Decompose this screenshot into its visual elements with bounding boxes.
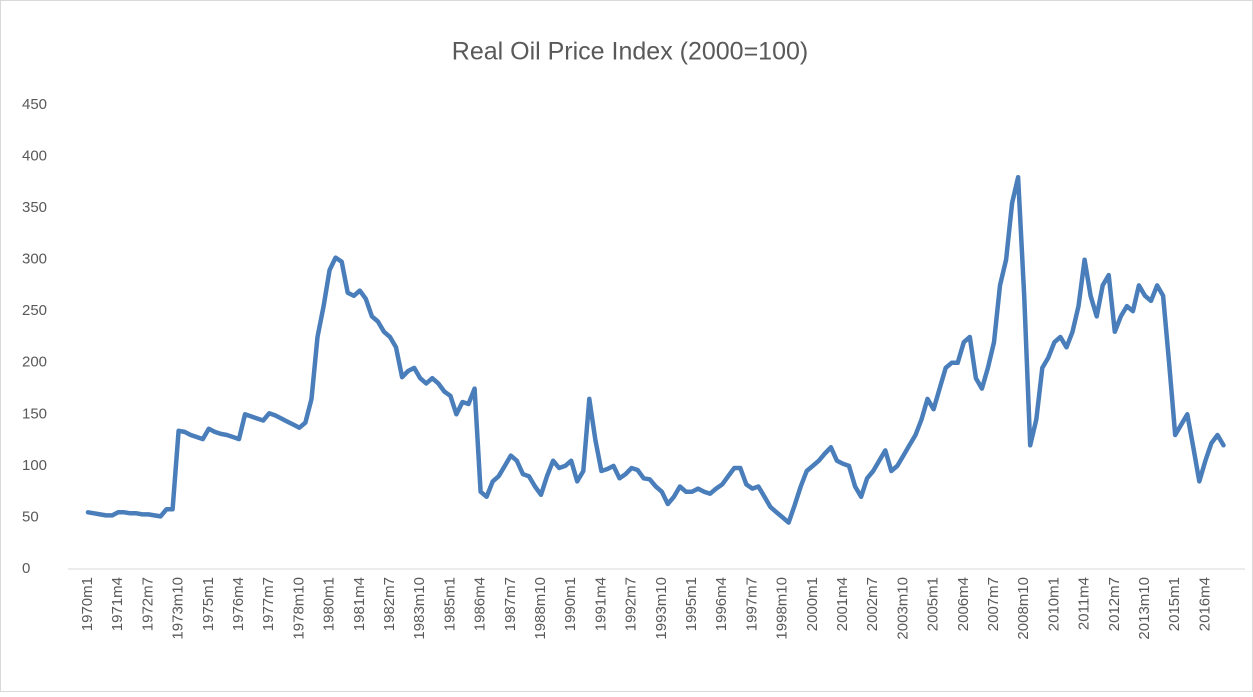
x-tick-label: 1983m10 (411, 577, 428, 640)
y-tick-label: 100 (22, 457, 47, 474)
x-tick-label: 1993m10 (653, 577, 670, 640)
x-tick-label: 2003m10 (894, 577, 911, 640)
x-tick-label: 1980m1 (321, 577, 338, 631)
y-tick-label: 150 (22, 405, 47, 422)
x-tick-label: 1985m1 (441, 577, 458, 631)
y-tick-label: 400 (22, 148, 47, 165)
y-tick-label: 250 (22, 302, 47, 319)
x-tick-label: 1976m4 (230, 577, 247, 631)
y-tick-label: 300 (22, 251, 47, 268)
x-tick-label: 2013m10 (1136, 577, 1153, 640)
x-tick-label: 1981m4 (351, 577, 368, 631)
chart-title: Real Oil Price Index (2000=100) (452, 38, 808, 66)
x-tick-label: 2011m4 (1076, 577, 1093, 630)
x-tick-label: 1982m7 (381, 577, 398, 631)
x-tick-label: 2001m4 (834, 577, 851, 631)
x-tick-label: 2012m7 (1106, 577, 1123, 631)
x-tick-label: 1986m4 (472, 577, 489, 631)
x-tick-label: 2010m1 (1045, 577, 1062, 631)
y-tick-label: 50 (22, 508, 39, 525)
x-tick-label: 1997m7 (743, 577, 760, 631)
x-tick-label: 1988m10 (532, 577, 549, 640)
x-tick-label: 1971m4 (109, 577, 126, 631)
x-tick-label: 1975m1 (200, 577, 217, 631)
price-line (85, 174, 1226, 525)
x-tick-label: 1973m10 (170, 577, 187, 640)
x-tick-label: 2008m10 (1015, 577, 1032, 640)
x-tick-label: 1998m10 (774, 577, 791, 640)
x-tick-label: 1992m7 (623, 577, 640, 631)
x-tick-label: 2007m7 (985, 577, 1002, 631)
x-tick-label: 1978m10 (290, 577, 307, 640)
x-tick-label: 2000m1 (804, 577, 821, 631)
x-tick-label: 1991m4 (592, 577, 609, 631)
y-tick-label: 200 (22, 354, 47, 371)
x-tick-label: 2016m4 (1196, 577, 1213, 631)
x-tick-label: 1972m7 (139, 577, 156, 631)
x-tick-label: 1996m4 (713, 577, 730, 631)
x-tick-label: 1995m1 (683, 577, 700, 631)
x-tick-label: 1977m7 (260, 577, 277, 631)
y-tick-label: 0 (22, 560, 30, 577)
y-tick-label: 350 (22, 199, 47, 216)
x-tick-label: 2015m1 (1166, 577, 1183, 631)
x-tick-label: 2005m1 (925, 577, 942, 631)
x-tick-label: 2006m4 (955, 577, 972, 631)
x-tick-label: 1970m1 (79, 577, 96, 631)
x-tick-label: 1990m1 (562, 577, 579, 631)
x-tick-label: 2002m7 (864, 577, 881, 631)
y-tick-label: 450 (22, 96, 47, 113)
x-tick-label: 1987m7 (502, 577, 519, 631)
